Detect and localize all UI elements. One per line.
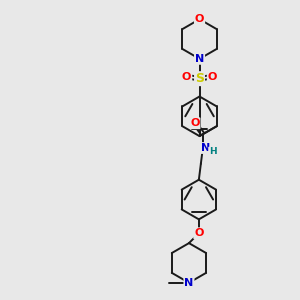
Text: N: N xyxy=(195,54,204,64)
Text: O: O xyxy=(182,72,191,82)
Text: N: N xyxy=(201,143,210,153)
Text: H: H xyxy=(209,148,217,157)
Text: N: N xyxy=(184,278,194,288)
Text: S: S xyxy=(195,72,204,85)
Text: O: O xyxy=(190,118,200,128)
Text: O: O xyxy=(208,72,217,82)
Text: O: O xyxy=(195,14,204,24)
Text: O: O xyxy=(194,228,204,238)
